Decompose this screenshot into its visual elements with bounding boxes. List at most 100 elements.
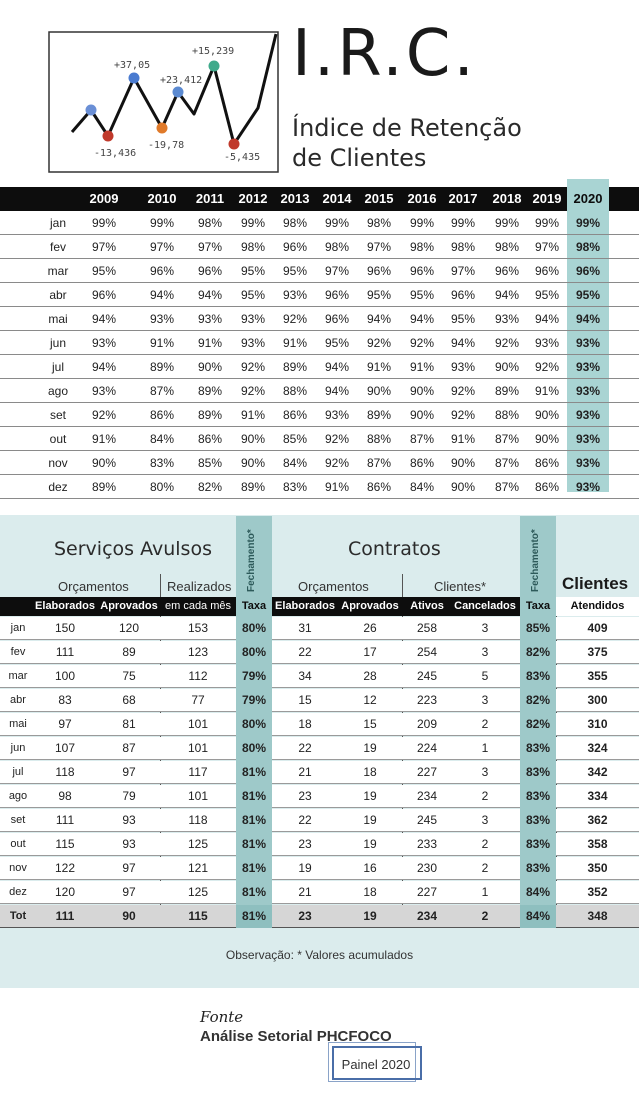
year-header: 2019 [532, 191, 562, 206]
fechamento-label-avulsos: Fechamento* [246, 529, 257, 592]
services-cell: 98 [58, 789, 72, 803]
irc-cell: 96% [324, 312, 350, 326]
irc-cell: 91% [324, 480, 350, 494]
services-cell: 150 [54, 621, 76, 635]
services-cell: 230 [416, 861, 438, 875]
services-cell: 1 [481, 741, 489, 755]
services-cell: 100 [54, 669, 76, 683]
irc-cell: 92% [282, 312, 308, 326]
irc-cell: 87% [149, 384, 175, 398]
irc-cell: 92% [450, 384, 476, 398]
irc-cell: 98% [409, 240, 435, 254]
irc-cell: 94% [324, 384, 350, 398]
irc-cell: 90% [91, 456, 117, 470]
services-cell: 233 [416, 837, 438, 851]
irc-cell: 92% [450, 408, 476, 422]
services-cell: 87 [122, 741, 136, 755]
services-cell: 107 [54, 741, 76, 755]
month-label: jul [51, 360, 64, 374]
irc-cell: 87% [494, 432, 520, 446]
services-cell: 5 [481, 669, 489, 683]
irc-cell: 95% [282, 264, 308, 278]
services-cell: 97 [122, 885, 136, 899]
irc-cell: 99% [149, 216, 175, 230]
irc-cell: 83% [282, 480, 308, 494]
irc-row: nov 90% 83% 85% 90% 84% 92% 87% 86% 90% 87% 86% 93% [0, 451, 639, 475]
irc-cell: 86% [366, 480, 392, 494]
month-label: fev [49, 240, 66, 254]
irc-cell: 93% [534, 336, 560, 350]
services-cell: 362 [587, 813, 608, 827]
services-cell: 93 [122, 813, 136, 827]
services-cell: 2 [481, 837, 489, 851]
irc-row: ago 93% 87% 89% 92% 88% 94% 90% 90% 92% 89% 91% 93% [0, 379, 639, 403]
page-subtitle-line2: de Clientes [292, 144, 427, 172]
services-cell: 18 [363, 765, 377, 779]
services-cell: 12 [363, 693, 377, 707]
irc-cell: 99% [534, 216, 560, 230]
month-label: ago [47, 384, 69, 398]
services-cell: 21 [298, 885, 312, 899]
month-label: mar [47, 264, 69, 278]
services-cell: 15 [298, 693, 312, 707]
services-cell: 16 [363, 861, 377, 875]
irc-cell: 96% [324, 288, 350, 302]
services-row: mar 100 75 112 79% 34 28 245 5 83% 355 [0, 665, 639, 688]
irc-cell: 85% [282, 432, 308, 446]
services-row: nov 122 97 121 81% 19 16 230 2 83% 350 [0, 857, 639, 880]
services-cell: 3 [481, 621, 489, 635]
col-ativos: Ativos [410, 600, 444, 612]
irc-cell: 96% [366, 264, 392, 278]
month-label: Tot [9, 910, 27, 922]
irc-cell: 96% [494, 264, 520, 278]
services-cell: 81% [236, 833, 272, 856]
irc-cell: 95% [240, 264, 266, 278]
irc-cell: 92% [324, 432, 350, 446]
irc-cell: 89% [240, 480, 266, 494]
irc-cell: 91% [366, 360, 392, 374]
irc-cell: 92% [409, 336, 435, 350]
page-title: I.R.C. [292, 17, 477, 91]
irc-cell: 90% [450, 480, 476, 494]
services-cell: 125 [187, 885, 209, 899]
services-cell: 85% [520, 617, 556, 640]
year-header: 2016 [407, 191, 437, 206]
services-cell: 342 [587, 765, 608, 779]
irc-cell: 90% [534, 408, 560, 422]
irc-cell: 89% [366, 408, 392, 422]
services-cell: 334 [587, 789, 608, 803]
services-cell: 101 [187, 717, 209, 731]
irc-row: abr 96% 94% 94% 95% 93% 96% 95% 95% 96% 94% 95% 95% [0, 283, 639, 307]
services-row: mai 97 81 101 80% 18 15 209 2 82% 310 [0, 713, 639, 736]
services-cell: 375 [587, 645, 608, 659]
services-cell: 227 [416, 885, 438, 899]
services-cell: 81% [236, 905, 272, 928]
irc-cell: 93% [197, 312, 223, 326]
services-cell: 101 [187, 789, 209, 803]
irc-cell: 93% [282, 288, 308, 302]
services-cell: 22 [298, 645, 312, 659]
clientes-star-label: Clientes* [434, 579, 487, 594]
month-label: mar [8, 670, 28, 682]
irc-cell: 93% [575, 336, 601, 350]
page-subtitle-line1: Índice de Retenção [292, 114, 522, 142]
irc-cell: 93% [91, 336, 117, 350]
services-cell: 81% [236, 881, 272, 904]
month-label: set [49, 408, 66, 422]
year-header: 2013 [280, 191, 310, 206]
services-cell: 123 [187, 645, 209, 659]
irc-cell: 94% [409, 312, 435, 326]
year-header: 2020 [567, 187, 609, 211]
services-cell: 3 [481, 693, 489, 707]
services-cell: 19 [363, 837, 377, 851]
irc-header-row: 2009 2010 2011 2012 2013 2014 2015 2016 2017 2018… [0, 187, 639, 211]
irc-cell: 92% [534, 360, 560, 374]
irc-cell: 94% [91, 360, 117, 374]
services-row: jan 150 120 153 80% 31 26 258 3 85% 409 [0, 617, 639, 640]
services-cell: 2 [481, 909, 489, 923]
services-cell: 31 [298, 621, 312, 635]
services-cell: 19 [363, 741, 377, 755]
irc-cell: 89% [282, 360, 308, 374]
irc-cell: 89% [91, 480, 117, 494]
services-row: dez 120 97 125 81% 21 18 227 1 84% 352 [0, 881, 639, 904]
